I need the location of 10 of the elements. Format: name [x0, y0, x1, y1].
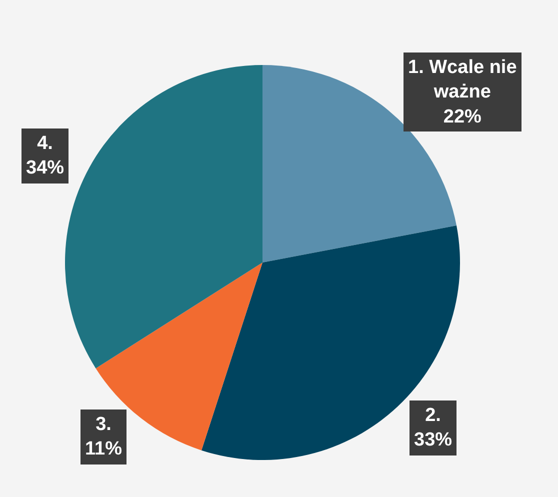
- data-label: 11%: [85, 438, 122, 460]
- slice-label: 1. Wcale nie ważne: [408, 57, 517, 103]
- slice-label: 3.: [96, 414, 112, 435]
- data-label: 33%: [414, 430, 452, 451]
- slice-label: 4.: [37, 133, 53, 154]
- data-label: 34%: [26, 158, 64, 179]
- pie-slice: [201, 225, 460, 460]
- pie-slice: [65, 65, 262, 368]
- data-label: 22%: [443, 106, 482, 128]
- slice-label: 2.: [425, 405, 441, 426]
